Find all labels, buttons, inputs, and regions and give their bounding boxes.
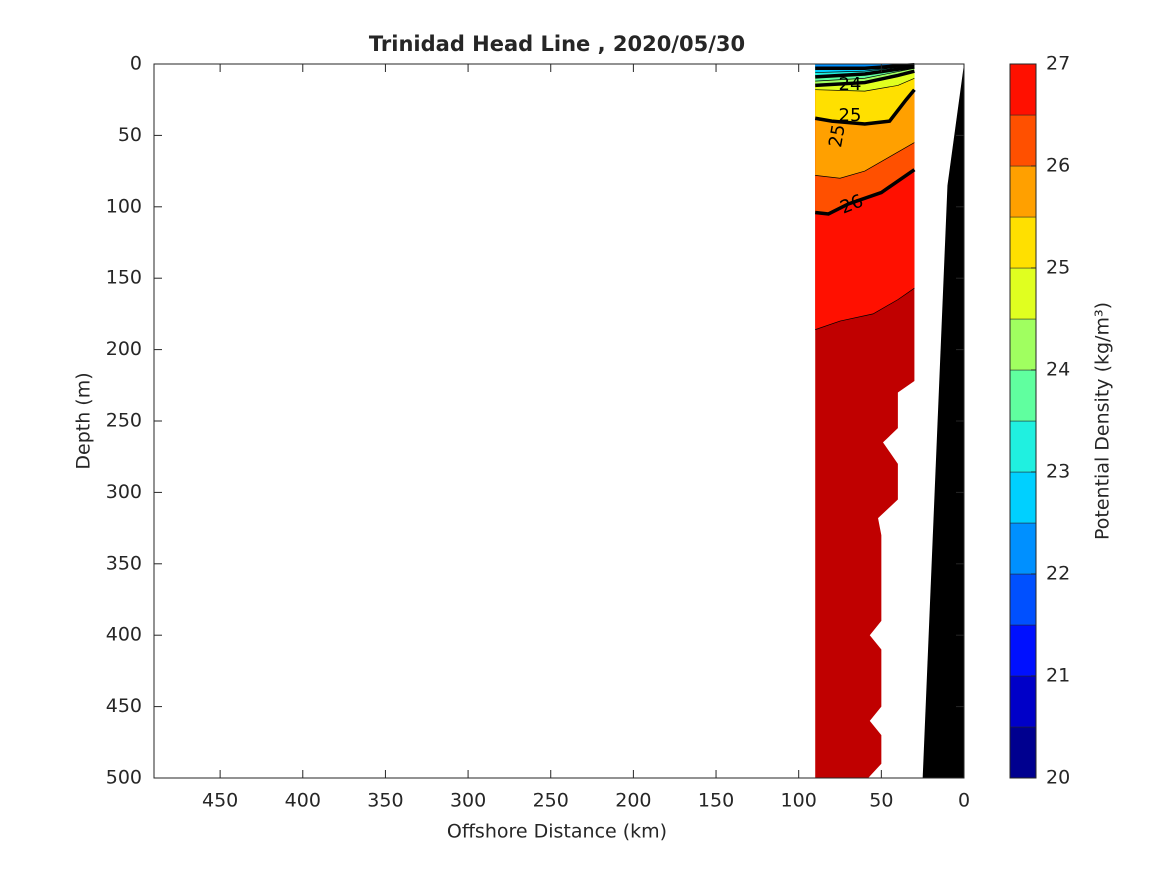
y-tick-label: 400 bbox=[106, 624, 142, 646]
x-tick-label: 100 bbox=[781, 790, 817, 812]
colorbar-swatch bbox=[1009, 471, 1037, 524]
colorbar-swatch bbox=[1009, 165, 1037, 218]
colorbar-swatch bbox=[1009, 63, 1037, 116]
contour-label: 24 bbox=[839, 74, 862, 95]
colorbar-tick-label: 21 bbox=[1046, 665, 1070, 687]
bathymetry bbox=[922, 64, 964, 778]
colorbar-tick-label: 24 bbox=[1046, 359, 1070, 381]
colorbar-tick-label: 23 bbox=[1046, 461, 1070, 483]
contour-line bbox=[815, 62, 915, 71]
colorbar-tick-label: 20 bbox=[1046, 767, 1070, 789]
y-tick-label: 50 bbox=[118, 124, 142, 146]
colorbar-label: Potential Density (kg/m³) bbox=[1092, 302, 1114, 540]
colorbar-swatch bbox=[1009, 420, 1037, 473]
x-tick-label: 300 bbox=[450, 790, 486, 812]
y-tick-label: 100 bbox=[106, 195, 142, 217]
x-axis-label: Offshore Distance (km) bbox=[447, 821, 667, 843]
x-tick-label: 450 bbox=[202, 790, 238, 812]
y-tick-label: 450 bbox=[106, 695, 142, 717]
colorbar-swatch bbox=[1009, 267, 1037, 320]
colorbar-tick-label: 22 bbox=[1046, 563, 1070, 585]
x-tick-label: 350 bbox=[367, 790, 403, 812]
contour-line bbox=[815, 65, 915, 79]
y-tick-label: 150 bbox=[106, 267, 142, 289]
contour-label: 25 bbox=[839, 105, 862, 126]
x-tick-label: 400 bbox=[285, 790, 321, 812]
colorbar-swatch bbox=[1009, 624, 1037, 677]
y-tick-label: 200 bbox=[106, 338, 142, 360]
y-tick-label: 300 bbox=[106, 481, 142, 503]
contour-label: 25 bbox=[825, 123, 850, 149]
contour-line bbox=[815, 287, 915, 330]
colorbar-swatch bbox=[1009, 216, 1037, 269]
x-tick-label: 0 bbox=[958, 790, 970, 812]
contour-line bbox=[815, 168, 916, 216]
colorbar-tick-label: 25 bbox=[1046, 257, 1070, 279]
colorbar-swatch bbox=[1009, 369, 1037, 422]
colorbar-swatch bbox=[1009, 114, 1037, 167]
y-tick-label: 350 bbox=[106, 552, 142, 574]
x-tick-label: 150 bbox=[698, 790, 734, 812]
colorbar-swatch bbox=[1009, 675, 1037, 728]
x-tick-label: 200 bbox=[615, 790, 651, 812]
contour-line bbox=[814, 88, 916, 126]
colorbar-swatch bbox=[1009, 318, 1037, 371]
x-tick-label: 50 bbox=[869, 790, 893, 812]
y-axis-label: Depth (m) bbox=[73, 372, 95, 469]
y-tick-label: 0 bbox=[130, 53, 142, 75]
colorbar-swatch bbox=[1009, 726, 1037, 779]
colorbar-frame bbox=[1009, 63, 1037, 779]
colorbar-swatch bbox=[1009, 573, 1037, 626]
colorbar-tick-label: 26 bbox=[1046, 155, 1070, 177]
contour-line bbox=[815, 142, 915, 179]
contour-line bbox=[815, 67, 915, 82]
y-tick-label: 500 bbox=[106, 767, 142, 789]
colorbar-swatch bbox=[1009, 522, 1037, 575]
colorbar-tick-label: 27 bbox=[1046, 53, 1070, 75]
x-tick-label: 250 bbox=[533, 790, 569, 812]
contour-line bbox=[815, 69, 915, 88]
y-tick-label: 250 bbox=[106, 410, 142, 432]
chart-title: Trinidad Head Line , 2020/05/30 bbox=[369, 32, 745, 56]
contour-line bbox=[815, 77, 915, 92]
